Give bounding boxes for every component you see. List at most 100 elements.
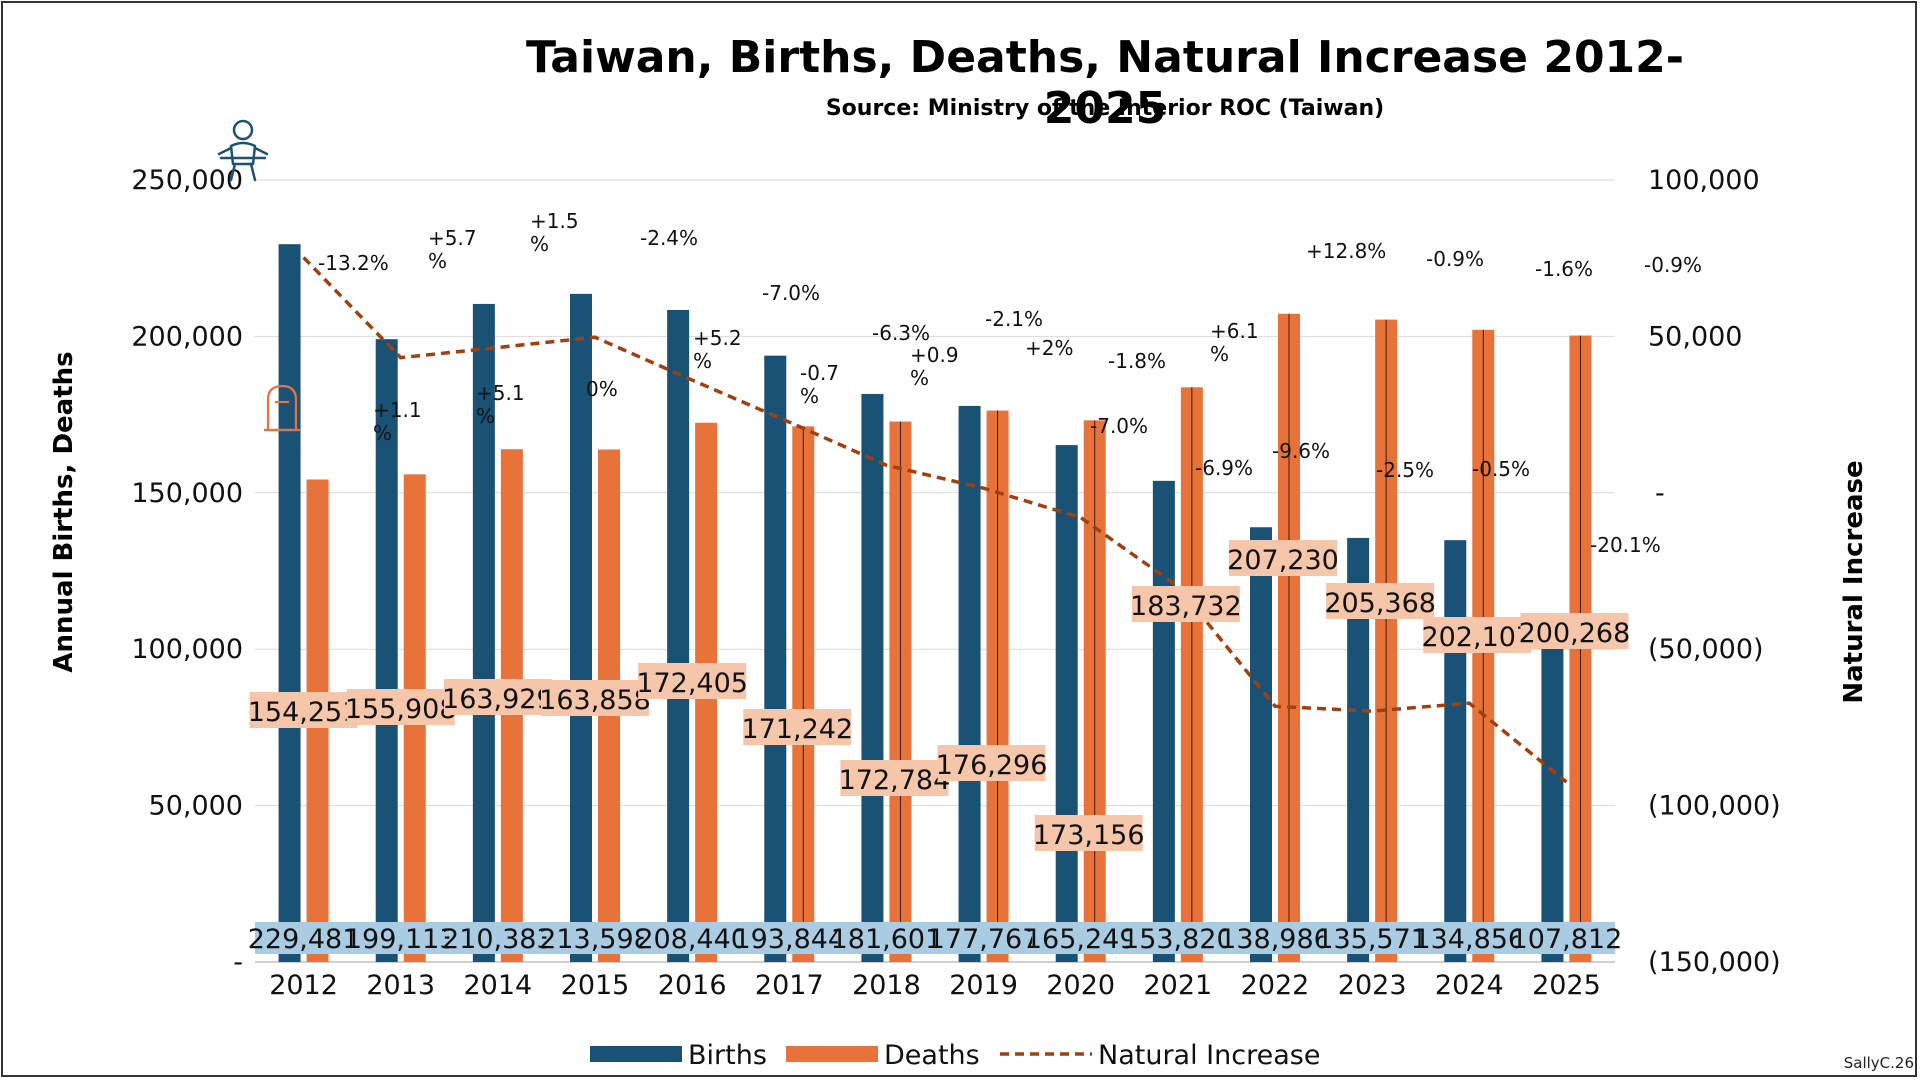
bar-births [764, 355, 787, 962]
births-data-label: 165,249 [1025, 924, 1137, 955]
deaths-label-bg [1034, 815, 1143, 851]
deaths-label-bg [1520, 613, 1629, 649]
births-pct-change: -2.4% [640, 226, 698, 250]
deaths-pct-change: +0.9% [910, 343, 959, 390]
births-data-label: 229,481 [248, 924, 360, 955]
births-label-bg [837, 922, 935, 954]
deaths-pct-change: +6.1% [1210, 319, 1259, 366]
births-pct-change: +1.5% [530, 209, 579, 256]
x-tick-label: 2015 [561, 970, 630, 1001]
deaths-pct-change: +5.1% [476, 381, 525, 428]
natural-increase-line [302, 256, 1568, 784]
births-label-bg [1032, 922, 1130, 954]
births-label-bg [546, 922, 644, 954]
deaths-pct-change: +2% [1025, 336, 1074, 360]
deaths-data-label: 173,156 [1033, 820, 1145, 851]
deaths-data-label: 155,908 [345, 694, 457, 725]
y-right-tick-label: 50,000 [1648, 321, 1742, 352]
x-tick-label: 2021 [1143, 970, 1212, 1001]
y-left-tick-label: 50,000 [149, 791, 243, 822]
births-label-bg [643, 922, 741, 954]
y-left-tick-label: - [233, 947, 243, 978]
x-tick-label: 2024 [1435, 970, 1504, 1001]
births-data-label: 181,601 [831, 924, 943, 955]
births-pct-change: -13.2% [318, 251, 389, 275]
deaths-label-bg [638, 663, 747, 699]
bar-births [1250, 527, 1272, 962]
deaths-data-label: 207,230 [1227, 545, 1339, 576]
x-tick-label: 2014 [463, 970, 532, 1001]
deaths-label-bg [840, 760, 949, 796]
births-label-bg [740, 922, 838, 954]
y-left-tick-label: 250,000 [131, 165, 243, 196]
births-data-label: 210,383 [442, 924, 554, 955]
y-right-tick-label: (150,000) [1648, 947, 1781, 978]
births-data-label: 193,844 [733, 924, 845, 955]
deaths-label-bg [743, 709, 852, 745]
births-data-label: 107,812 [1511, 924, 1623, 955]
legend-label: Births [688, 1040, 767, 1071]
deaths-label-bg [443, 679, 552, 715]
births-pct-change: -0.5% [1472, 457, 1530, 481]
x-tick-label: 2020 [1046, 970, 1115, 1001]
bar-births [1152, 480, 1175, 962]
y-right-tick-label: 100,000 [1648, 165, 1760, 196]
baby-icon [217, 119, 269, 182]
y-right-tick-label: (100,000) [1648, 791, 1781, 822]
births-pct-change: -2.1% [985, 307, 1043, 331]
deaths-pct-change: -0.9% [1644, 253, 1702, 277]
births-pct-change: +5.7% [428, 226, 477, 273]
grid-lines [255, 179, 1615, 963]
deaths-data-label: 205,368 [1324, 588, 1436, 619]
deaths-label-bg [346, 689, 455, 725]
deaths-data-label: 163,929 [442, 684, 554, 715]
births-label-bg [352, 922, 450, 954]
deaths-pct-change: +12.8% [1306, 239, 1386, 263]
births-pct-change: -6.9% [1195, 456, 1253, 480]
y-right-axis-label: Natural Increase [1839, 460, 1869, 703]
births-data-label: 138,986 [1219, 924, 1331, 955]
x-tick-label: 2019 [949, 970, 1018, 1001]
bar-births [375, 339, 398, 962]
deaths-pct-change: -1.8% [1108, 349, 1166, 373]
deaths-label-bg [1229, 540, 1337, 576]
y-right-tick-label: (50,000) [1648, 634, 1764, 665]
y-left-tick-label: 100,000 [131, 634, 243, 665]
chart-title: Taiwan, Births, Deaths, Natural Increase… [525, 32, 1685, 134]
x-tick-label: 2023 [1338, 970, 1407, 1001]
births-data-label: 134,856 [1413, 924, 1525, 955]
deaths-data-label: 154,251 [248, 697, 360, 728]
legend-swatch-births [590, 1046, 682, 1062]
births-data-label: 213,598 [539, 924, 651, 955]
births-label-bg [1420, 922, 1518, 954]
births-pct-change: -20.1% [1590, 533, 1661, 557]
births-label-bg [255, 922, 353, 954]
deaths-data-label: 202,107 [1421, 622, 1533, 653]
births-data-label: 208,440 [636, 924, 748, 955]
bar-births [1347, 537, 1370, 962]
deaths-label-bg [937, 745, 1046, 781]
births-label-bg [1129, 922, 1227, 954]
y-right-tick-label: - [1655, 478, 1665, 509]
tombstone-icon [264, 384, 300, 432]
bar-births [958, 405, 981, 962]
deaths-label-bg [541, 680, 649, 716]
births-data-label: 135,571 [1316, 924, 1428, 955]
axes: - 50,000 100,000 150,000 200,000 250,000 (150,… [49, 165, 1869, 1001]
births-label-bg [1323, 922, 1421, 954]
natural-increase-line-group [302, 256, 1568, 784]
x-tick-label: 2013 [366, 970, 435, 1001]
births-pct-change: -6.3% [872, 321, 930, 345]
data-labels: 229,481199,113210,383213,598208,440193,8… [248, 209, 1702, 955]
deaths-label-bg [249, 692, 358, 728]
bar-births [278, 244, 301, 963]
deaths-data-label: 176,296 [936, 750, 1048, 781]
births-label-bg [1517, 922, 1615, 954]
deaths-pct-change: -0.9% [1426, 247, 1484, 271]
deaths-pct-change: +5.2% [693, 326, 742, 373]
births-label-bg [1226, 922, 1324, 954]
legend: Births Deaths Natural Increase [590, 1040, 1320, 1071]
deaths-label-bg [1326, 583, 1435, 619]
